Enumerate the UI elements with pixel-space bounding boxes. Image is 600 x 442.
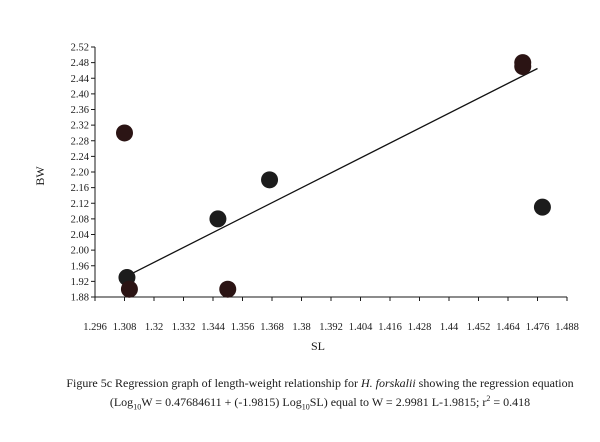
- x-tick-label: 1.416: [378, 322, 402, 333]
- data-point: [120, 280, 138, 298]
- x-tick-label: 1.356: [231, 322, 255, 333]
- caption-subscript-1: 10: [133, 402, 142, 412]
- y-tick-label: 2.08: [71, 214, 89, 225]
- y-tick-label: 2.48: [71, 58, 89, 69]
- x-tick-label: 1.44: [440, 322, 459, 333]
- y-axis-title: BW: [33, 166, 47, 186]
- x-tick-label: 1.476: [526, 322, 550, 333]
- x-tick-label: 1.332: [172, 322, 196, 333]
- caption-text-2: showing the regression equation (Log: [109, 376, 574, 409]
- y-tick-label: 2.40: [71, 89, 89, 100]
- x-tick-label: 1.38: [292, 322, 310, 333]
- caption-text-1: Figure 5c Regression graph of length-wei…: [66, 376, 361, 390]
- y-tick-label: 2.20: [71, 168, 89, 179]
- x-tick-label: 1.344: [201, 322, 225, 333]
- x-tick-label: 1.464: [496, 322, 520, 333]
- data-point: [116, 124, 133, 142]
- x-tick-label: 1.368: [260, 322, 284, 333]
- axes: 1.296 1.308 1.32 1.332 1.344 1.356 1.368 1.38 1.…: [71, 43, 579, 334]
- scatter-chart: 1.296 1.308 1.32 1.332 1.344 1.356 1.368 1.38 1.…: [33, 43, 579, 354]
- y-tick-label: 2.16: [71, 183, 89, 194]
- y-tick-label: 2.00: [71, 246, 89, 257]
- y-tick-label: 2.12: [71, 199, 89, 210]
- x-tick-label: 1.32: [145, 322, 163, 333]
- regression-line: [131, 67, 538, 275]
- caption-text-4: SL) equal to W = 2.9981 L-1.9815; r: [309, 395, 487, 409]
- caption-text-3: W = 0.47684611 + (-1.9815) Log: [141, 395, 302, 409]
- x-tick-label: 1.428: [408, 322, 432, 333]
- y-tick-label: 1.88: [71, 293, 89, 304]
- y-tick-label: 2.28: [71, 136, 89, 147]
- caption-text-5: = 0.418: [490, 395, 531, 409]
- x-tick-label: 1.392: [319, 322, 343, 333]
- data-point: [219, 280, 237, 298]
- y-tick-label: 1.96: [71, 261, 89, 272]
- caption-superscript: 2: [486, 394, 491, 403]
- y-tick-label: 2.24: [71, 152, 90, 163]
- data-point: [533, 198, 551, 216]
- x-axis-title: SL: [311, 339, 325, 353]
- y-tick-label: 2.52: [71, 43, 89, 54]
- trendline: [131, 67, 538, 275]
- caption-species: H. forskalii: [360, 376, 416, 390]
- data-point: [261, 171, 279, 189]
- x-tick-label: 1.308: [113, 322, 137, 333]
- data-point: [209, 210, 227, 228]
- x-tick-label: 1.452: [467, 322, 491, 333]
- x-tick-label: 1.296: [83, 322, 107, 333]
- y-tick-label: 2.32: [71, 121, 89, 132]
- x-tick-label: 1.488: [555, 322, 579, 333]
- y-tick-label: 1.92: [71, 277, 89, 288]
- caption-subscript-2: 10: [301, 402, 310, 412]
- y-tick-label: 2.36: [71, 105, 89, 116]
- y-tick-label: 2.04: [71, 230, 90, 241]
- y-tick-label: 2.44: [71, 74, 90, 85]
- data-points: [116, 54, 551, 298]
- x-tick-label: 1.404: [349, 322, 373, 333]
- figure-caption: Figure 5c Regression graph of length-wei…: [50, 375, 590, 415]
- data-point: [514, 54, 532, 72]
